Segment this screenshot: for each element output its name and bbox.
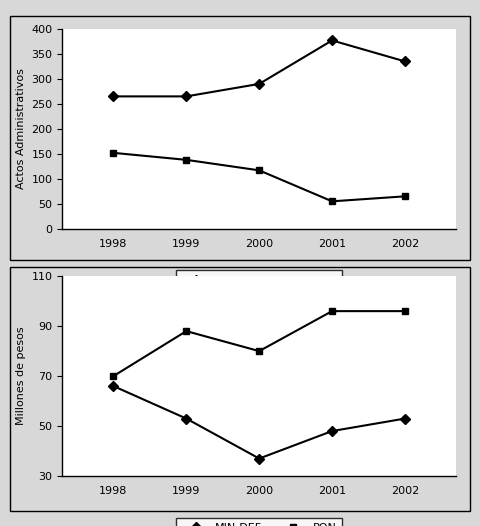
Line: PON: PON (110, 149, 408, 205)
MIN-DEF (110, 383, 116, 389)
Y-axis label: Millones de pesos: Millones de pesos (16, 327, 26, 426)
PON (256, 167, 262, 174)
PON (183, 328, 189, 335)
MIN-DEF (402, 416, 408, 422)
MIN-DEF (183, 416, 189, 422)
MIN-DEF (329, 428, 335, 434)
MIN-DEF (256, 456, 262, 462)
PON (110, 150, 116, 156)
MIN-DEF (256, 81, 262, 87)
MIN-DEF (329, 37, 335, 44)
MIN-DEF (183, 93, 189, 99)
MIN-DEF (402, 58, 408, 65)
PON (329, 308, 335, 315)
PON (256, 348, 262, 355)
Line: MIN-DEF: MIN-DEF (110, 37, 408, 100)
PON (110, 373, 116, 379)
PON (329, 198, 335, 205)
PON (183, 157, 189, 163)
MIN-DEF (110, 93, 116, 99)
Line: MIN-DEF: MIN-DEF (110, 382, 408, 462)
PON (402, 193, 408, 199)
Legend: MIN-DEF, PON: MIN-DEF, PON (177, 518, 342, 526)
PON (402, 308, 408, 315)
Y-axis label: Actos Administrativos: Actos Administrativos (16, 68, 26, 189)
Line: PON: PON (110, 308, 408, 380)
Legend: MIN-DEF, PON: MIN-DEF, PON (177, 270, 342, 291)
